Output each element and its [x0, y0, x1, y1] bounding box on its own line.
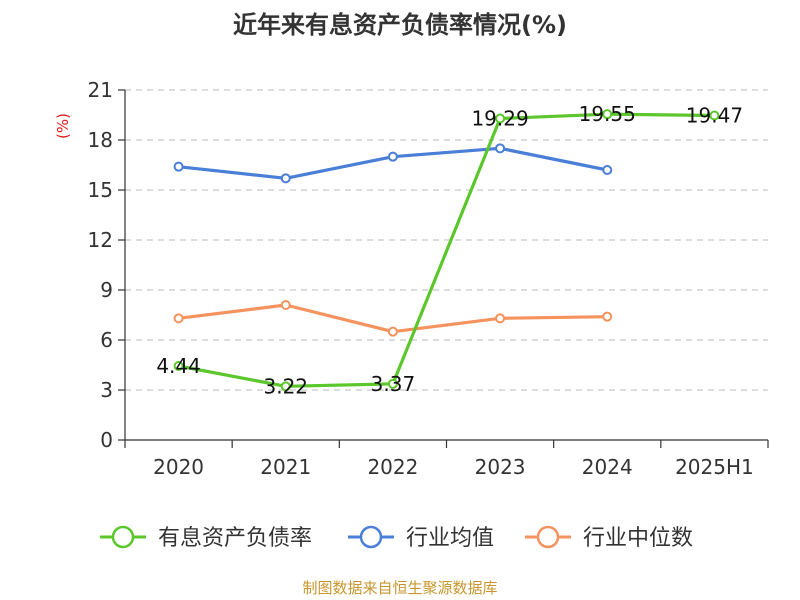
series-line: [176, 112, 717, 388]
y-axis-unit: (%): [54, 113, 72, 139]
legend-marker: [111, 525, 135, 549]
source-note: 制图数据来自恒生聚源数据库: [302, 579, 497, 597]
data-point: [495, 313, 506, 324]
gridlines: [125, 89, 768, 391]
legend-item: 有息资产负债率: [100, 525, 312, 551]
series-2: [173, 300, 613, 337]
data-point: [495, 143, 506, 154]
data-labels: 4.44 3.22 3.37 19.29 19.55 19.47: [156, 102, 743, 398]
y-tick-label: 21: [88, 78, 113, 102]
x-tick-label: 2023: [475, 455, 526, 479]
y-tick-label: 9: [100, 278, 113, 302]
chart-title: 近年来有息资产负债率情况(%): [233, 11, 567, 39]
legend-label: 行业均值: [406, 526, 494, 551]
data-point: [495, 113, 506, 124]
data-label: 4.44: [156, 354, 201, 378]
data-label: 3.37: [371, 372, 416, 396]
x-tick-label: 2024: [582, 455, 633, 479]
data-point: [602, 109, 613, 120]
data-point: [280, 173, 291, 184]
legend-marker: [536, 525, 560, 549]
data-point: [173, 313, 184, 324]
y-tick-label: 18: [88, 128, 113, 152]
data-point: [602, 311, 613, 322]
data-point: [173, 161, 184, 172]
x-tick-label: 2021: [260, 455, 311, 479]
data-point: [709, 110, 720, 121]
data-point: [173, 361, 184, 371]
y-tick-label: 6: [100, 328, 113, 352]
legend-marker: [359, 525, 383, 549]
data-label: 19.29: [471, 107, 528, 131]
legend-label: 行业中位数: [583, 526, 693, 551]
x-tick-label: 2025H1: [675, 455, 754, 479]
y-tick-label: 15: [88, 178, 113, 202]
legend-item: 行业中位数: [525, 525, 693, 551]
data-label: 3.22: [263, 374, 308, 398]
y-tick-label: 3: [100, 378, 113, 402]
data-point: [387, 151, 398, 162]
axes: 0 3 6 9 12 15 18 21 2020 2021 2022 2023 2024 2025H1: [88, 78, 769, 479]
x-tick-label: 2020: [153, 455, 204, 479]
data-point: [280, 300, 291, 310]
y-tick-label: 0: [100, 428, 113, 452]
data-label: 19.47: [686, 104, 743, 128]
data-point: [387, 326, 398, 337]
data-label: 19.55: [579, 102, 636, 126]
data-point: [602, 165, 613, 175]
data-point: [280, 381, 291, 392]
series-0: [173, 109, 720, 392]
legend-item: 行业均值: [348, 525, 494, 551]
series-1: [173, 143, 613, 184]
legend-label: 有息资产负债率: [158, 526, 312, 551]
data-point: [387, 378, 398, 389]
legend: 有息资产负债率 行业均值 行业中位数: [100, 525, 693, 551]
x-tick-label: 2022: [367, 455, 418, 479]
y-tick-label: 12: [88, 228, 113, 252]
series-lines: [173, 109, 720, 392]
